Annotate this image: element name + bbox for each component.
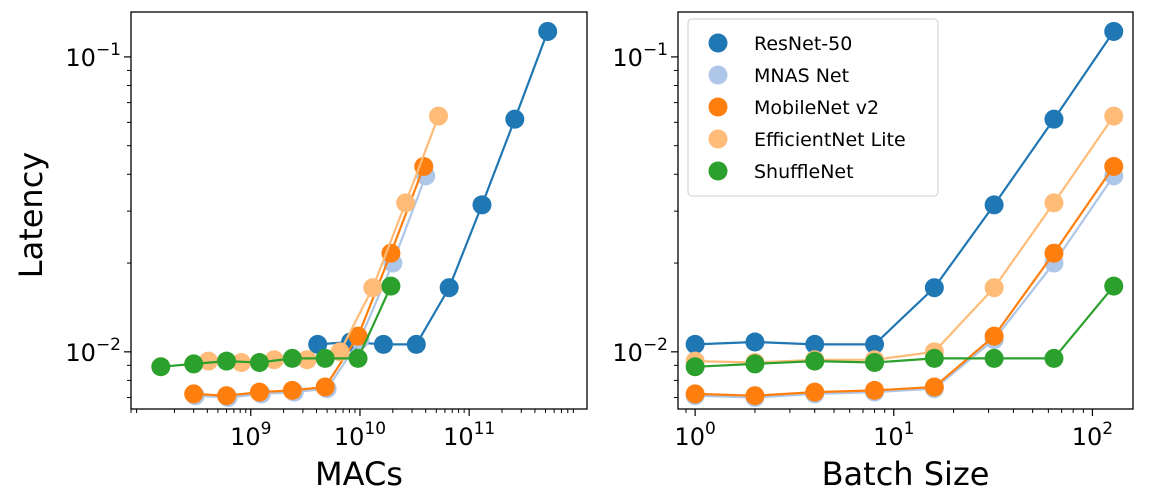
legend-label: MNAS Net [754,65,849,87]
legend-label: EfficientNet Lite [754,129,906,151]
data-layer [151,21,558,408]
data-point [373,334,393,354]
data-point [151,357,171,377]
series-shufflenet [151,276,401,377]
data-point [315,377,335,397]
data-point [924,348,944,368]
data-point [282,348,302,368]
data-point [745,386,765,406]
series-line [695,175,1115,399]
data-point [348,348,368,368]
legend-label: MobileNet v2 [754,97,879,119]
x-tick-label: 1011 [443,419,495,451]
data-point [1044,109,1064,129]
data-point [538,21,558,41]
data-point [1044,243,1064,263]
data-point [685,357,705,377]
data-point [217,386,237,406]
batch-latency-panel: 100 101 102 10−2 10−1 Batch Size ResNet-50 MNAS… [612,11,1134,493]
x-axis-label: Batch Size [822,455,990,493]
data-point [745,354,765,374]
data-point [865,380,885,400]
data-point [1104,157,1124,177]
data-point [396,193,416,213]
series-shufflenet [685,276,1124,377]
y-axis-label: Latency [12,152,50,278]
data-point [865,334,885,354]
data-point [282,380,302,400]
plot-frame [677,11,1134,410]
data-layer [685,21,1124,408]
data-point [984,348,1004,368]
legend-marker [708,97,728,117]
data-point [330,342,350,362]
data-point [745,332,765,352]
macs-latency-panel: 109 1010 1011 10−2 10−1 MACs [65,11,588,493]
data-point [1044,348,1064,368]
data-point [381,276,401,296]
y-tick-label: 10−2 [65,335,121,367]
series-line [695,115,1115,364]
data-point [685,384,705,404]
data-point [406,334,426,354]
y-tick-label: 10−2 [612,335,668,367]
plot-frame [130,11,588,410]
series-resnet-50 [685,21,1124,354]
y-tick-label: 10−1 [612,40,668,72]
x-tick-label: 102 [1072,419,1113,451]
data-point [805,382,825,402]
legend: ResNet-50 MNAS Net MobileNet v2 EfficientNe… [687,18,939,197]
legend-label: ShuffleNet [754,161,854,183]
legend-label: ResNet-50 [754,33,852,55]
series-line [695,285,1115,368]
data-point [217,351,237,371]
data-point [984,195,1004,215]
data-point [1104,276,1124,296]
data-point [685,334,705,354]
data-point [198,351,218,371]
data-point [184,354,204,374]
x-tick-label: 109 [230,419,271,451]
legend-box [687,18,939,197]
data-point [308,334,328,354]
data-point [315,348,335,368]
legend-marker [708,129,728,149]
data-point [1104,106,1124,126]
data-point [348,326,368,346]
data-point [381,243,401,263]
data-point [184,384,204,404]
data-point [439,278,459,298]
x-axis-label: MACs [315,455,403,493]
series-line [695,30,1115,346]
data-point [249,382,269,402]
data-point [1044,193,1064,213]
x-tick-label: 1010 [334,419,386,451]
data-point [249,353,269,373]
data-point [414,157,434,177]
data-point [505,109,525,129]
data-point [865,353,885,373]
legend-marker [708,65,728,85]
series-mobilenet-v2 [184,157,434,406]
data-point [363,278,383,298]
x-tick-label: 101 [873,419,914,451]
data-point [924,278,944,298]
y-tick-label: 10−1 [65,40,121,72]
series-mobilenet-v2 [685,157,1124,406]
data-point [924,377,944,397]
data-point [984,326,1004,346]
data-point [297,350,317,370]
data-point [1104,21,1124,41]
data-point [805,351,825,371]
data-point [805,334,825,354]
data-point [429,106,449,126]
data-point [472,195,492,215]
legend-marker [708,33,728,53]
series-line [695,165,1115,397]
x-tick-label: 100 [674,419,715,451]
data-point [984,278,1004,298]
legend-marker [708,161,728,181]
